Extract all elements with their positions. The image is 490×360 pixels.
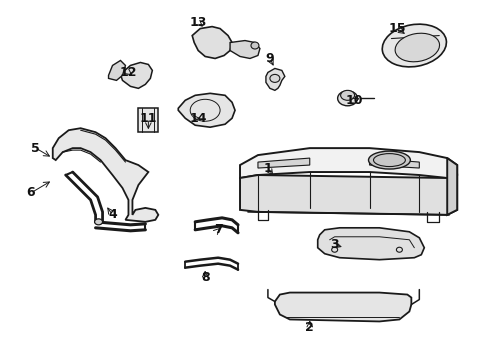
Polygon shape [108, 60, 125, 80]
Polygon shape [240, 148, 457, 178]
Polygon shape [240, 175, 457, 215]
Text: 8: 8 [201, 271, 209, 284]
Polygon shape [178, 93, 235, 127]
Polygon shape [138, 108, 158, 132]
Text: 13: 13 [190, 16, 207, 29]
Polygon shape [192, 27, 232, 58]
Text: 11: 11 [140, 112, 157, 125]
Ellipse shape [382, 24, 446, 67]
Ellipse shape [368, 151, 410, 169]
Text: 2: 2 [305, 321, 314, 334]
Polygon shape [258, 158, 310, 168]
Text: 10: 10 [346, 94, 363, 107]
Polygon shape [266, 68, 285, 90]
Ellipse shape [95, 219, 102, 225]
Polygon shape [230, 41, 260, 58]
Ellipse shape [341, 90, 355, 100]
Text: 1: 1 [264, 162, 272, 175]
Text: 15: 15 [389, 22, 406, 35]
Polygon shape [369, 158, 419, 168]
Ellipse shape [270, 75, 280, 82]
Ellipse shape [338, 91, 358, 106]
Text: 12: 12 [120, 66, 137, 79]
Text: 3: 3 [330, 238, 339, 251]
Text: 6: 6 [26, 186, 35, 199]
Ellipse shape [395, 33, 440, 62]
Text: 9: 9 [266, 52, 274, 65]
Text: 5: 5 [31, 141, 40, 155]
Text: 4: 4 [108, 208, 117, 221]
Polygon shape [121, 62, 152, 88]
Polygon shape [318, 228, 424, 260]
Text: 14: 14 [190, 112, 207, 125]
Polygon shape [275, 293, 412, 321]
Ellipse shape [251, 42, 259, 49]
Text: 7: 7 [214, 223, 222, 236]
Polygon shape [447, 158, 457, 215]
Polygon shape [53, 128, 158, 222]
